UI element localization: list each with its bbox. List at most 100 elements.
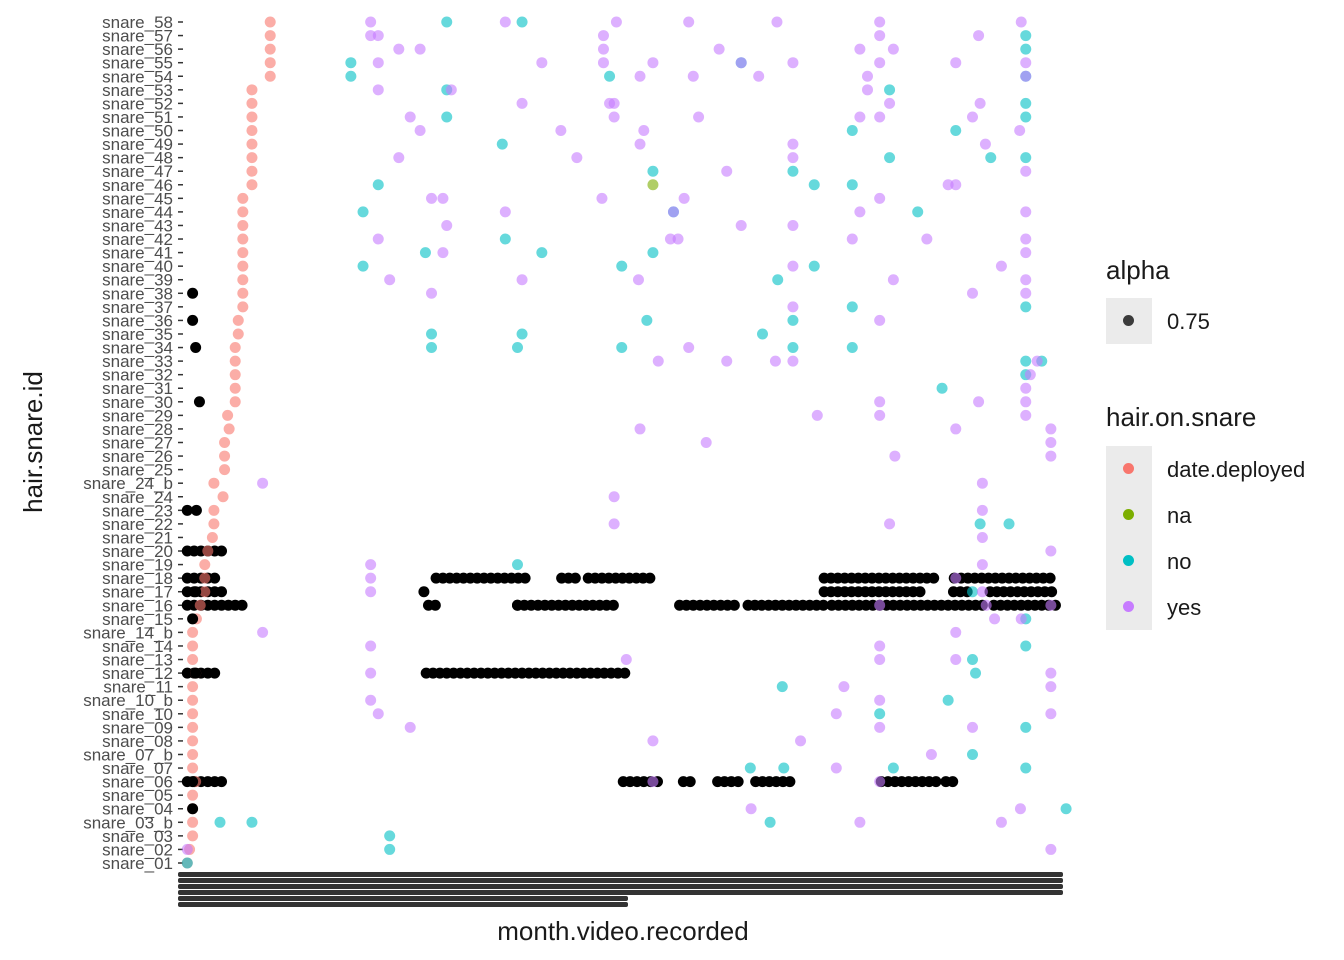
legend-item-date.deployed: date.deployed: [1106, 446, 1326, 492]
data-point: [437, 192, 449, 204]
data-point: [1024, 369, 1036, 381]
data-point: [950, 125, 962, 137]
data-point: [647, 247, 659, 259]
data-point: [199, 586, 211, 598]
y-tick-label: snare_09: [102, 718, 173, 737]
data-point: [237, 274, 249, 286]
data-point: [942, 179, 954, 191]
data-point: [644, 572, 656, 584]
y-tick-label: snare_34: [102, 339, 173, 358]
y-tick-label: snare_20: [102, 542, 173, 561]
data-point: [264, 16, 276, 28]
data-point: [1045, 450, 1057, 462]
data-point: [536, 57, 548, 69]
data-point: [647, 57, 659, 69]
data-point: [942, 694, 954, 706]
y-tick-label: snare_10: [102, 705, 173, 724]
data-point: [229, 342, 241, 354]
data-point: [441, 16, 453, 28]
y-tick-label: snare_55: [102, 54, 173, 73]
data-point: [1014, 125, 1026, 137]
data-point: [735, 57, 747, 69]
data-point: [846, 125, 858, 137]
y-tick-label: snare_49: [102, 135, 173, 154]
y-tick-label: snare_40: [102, 257, 173, 276]
data-point: [1020, 43, 1032, 55]
y-tick-label: snare_04: [102, 800, 173, 819]
data-point: [607, 599, 619, 611]
data-point: [874, 640, 886, 652]
data-point: [874, 694, 886, 706]
data-point: [1014, 803, 1026, 815]
data-point: [830, 708, 842, 720]
data-point: [1020, 111, 1032, 123]
data-point: [1020, 247, 1032, 259]
y-tick-label: snare_12: [102, 664, 173, 683]
y-axis-title: hair.snare.id: [18, 371, 48, 513]
data-point: [1020, 301, 1032, 313]
y-tick-label: snare_44: [102, 203, 173, 222]
data-point: [229, 355, 241, 367]
data-point: [846, 301, 858, 313]
y-tick-label: snare_33: [102, 352, 173, 371]
data-point: [745, 803, 757, 815]
data-point: [516, 97, 528, 109]
data-point: [1020, 762, 1032, 774]
data-point: [232, 328, 244, 340]
data-point: [217, 491, 229, 503]
data-point: [647, 776, 659, 788]
data-point: [187, 708, 199, 720]
data-point: [365, 572, 377, 584]
data-point: [787, 342, 799, 354]
data-point: [950, 423, 962, 435]
data-point: [1045, 667, 1057, 679]
data-point: [393, 43, 405, 55]
data-point: [641, 314, 653, 326]
data-point: [772, 274, 784, 286]
data-point: [784, 776, 796, 788]
data-point: [771, 16, 783, 28]
data-point: [404, 111, 416, 123]
y-tick-label: snare_17: [102, 583, 173, 602]
x-tick-label-blob: [178, 884, 1063, 889]
data-point: [499, 233, 511, 245]
y-tick-label: snare_52: [102, 94, 173, 113]
data-point: [246, 165, 258, 177]
data-point: [874, 314, 886, 326]
data-point: [884, 84, 896, 96]
data-point: [1044, 572, 1056, 584]
data-point: [597, 30, 609, 42]
data-point: [764, 816, 776, 828]
data-point: [620, 654, 632, 666]
data-point: [884, 518, 896, 530]
alpha-legend: alpha: [1106, 255, 1170, 286]
data-point: [787, 152, 799, 164]
data-point: [1020, 640, 1032, 652]
data-point: [795, 735, 807, 747]
data-point: [817, 599, 829, 611]
data-point: [995, 260, 1007, 272]
y-tick-label: snare_47: [102, 162, 173, 181]
y-tick-label: snare_14: [102, 637, 173, 656]
y-tick-label: snare_45: [102, 189, 173, 208]
y-tick-label: snare_03: [102, 827, 173, 846]
data-point: [874, 776, 886, 788]
data-point: [616, 342, 628, 354]
data-point: [426, 192, 438, 204]
data-point: [237, 260, 249, 272]
data-point: [787, 355, 799, 367]
data-point: [246, 138, 258, 150]
y-tick-label: snare_15: [102, 610, 173, 629]
data-point: [246, 152, 258, 164]
data-point: [264, 57, 276, 69]
data-point: [732, 776, 744, 788]
series-date.deployed: [181, 16, 276, 869]
data-point: [846, 233, 858, 245]
series-no: [181, 16, 1072, 869]
y-tick-label: snare_41: [102, 244, 173, 263]
data-point: [214, 816, 226, 828]
data-point: [187, 789, 199, 801]
data-point: [187, 816, 199, 828]
legend-key-dot: [1123, 601, 1134, 612]
